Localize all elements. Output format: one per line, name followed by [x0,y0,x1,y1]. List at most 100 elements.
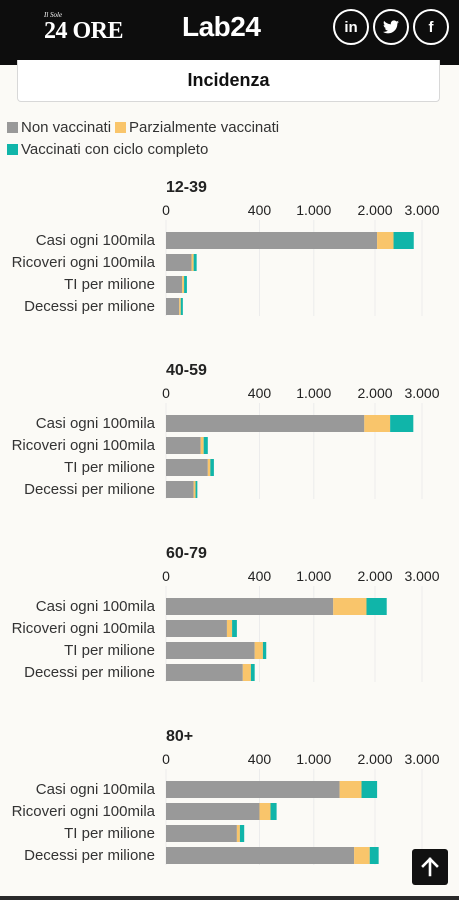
twitter-icon[interactable] [373,9,409,45]
linkedin-icon[interactable]: in [333,9,369,45]
bar-segment [262,642,267,659]
category-label: Ricoveri ogni 100mila [12,803,156,820]
bar-segment [366,598,387,615]
x-tick-label: 1.000 [296,568,331,584]
category-label: TI per milione [64,825,155,842]
category-label: Decessi per milione [24,481,155,498]
x-tick-label: 0 [162,385,170,401]
lab24-logo[interactable]: Lab24 [182,11,261,42]
legend-label: Non vaccinati [21,119,112,136]
x-tick-label: 2.000 [357,751,392,767]
bar-segment [393,232,414,249]
bar-segment [193,254,197,271]
bar-segment [361,781,378,798]
bar-segment [166,415,365,432]
bar-segment [191,254,194,271]
back-to-top-button[interactable] [412,849,448,885]
x-tick-label: 3.000 [404,751,439,767]
bar-segment [166,803,260,820]
bar-segment [182,276,185,293]
x-tick-label: 400 [248,568,272,584]
bar-segment [242,664,251,681]
bar-segment [179,298,181,315]
page-title: Incidenza [17,60,440,102]
linkedin-glyph: in [344,18,358,36]
bar-segment [166,437,201,454]
bar-segment [339,781,362,798]
bar-segment [210,459,214,476]
bar-segment [369,847,379,864]
category-label: TI per milione [64,642,155,659]
bar-segment [166,459,208,476]
logo-sole-big: 24 ORE [44,18,124,44]
bar-segment [166,598,334,615]
category-label: Ricoveri ogni 100mila [12,620,156,637]
bar-segment [203,437,208,454]
sole24ore-logo[interactable]: Il Sole 24 ORE [44,11,124,44]
category-label: Ricoveri ogni 100mila [12,254,156,271]
bar-segment [166,620,227,637]
category-label: Decessi per milione [24,298,155,315]
category-label: Casi ogni 100mila [36,415,156,432]
bar-segment [226,620,233,637]
bar-segment [193,481,196,498]
x-tick-label: 2.000 [357,385,392,401]
chart-title: 60-79 [166,545,207,562]
facebook-glyph: f [428,18,434,36]
category-label: Decessi per milione [24,847,155,864]
legend-item-non-vaccinati: Non vaccinati [7,117,111,138]
bar-segment [166,825,237,842]
x-tick-label: 0 [162,751,170,767]
chart-legend: Non vaccinati Parzialmente vaccinati Vac… [7,117,452,161]
bar-segment [254,642,263,659]
bar-segment [180,298,183,315]
bar-segment [270,803,277,820]
category-label: Casi ogni 100mila [36,781,156,798]
legend-item-parziali: Parzialmente vaccinati [115,117,279,138]
bar-segment [166,232,378,249]
bar-segment [184,276,187,293]
bar-segment [200,437,204,454]
x-tick-label: 0 [162,202,170,218]
bar-segment [354,847,370,864]
legend-swatch-non-vaccinati [7,122,18,133]
bar-segment [390,415,414,432]
category-label: Casi ogni 100mila [36,598,156,615]
bar-segment [333,598,367,615]
bar-segment [195,481,198,498]
bar-segment [236,825,240,842]
bar-segment [259,803,271,820]
x-tick-label: 1.000 [296,202,331,218]
legend-swatch-parziali [115,122,127,133]
bar-segment [207,459,211,476]
logo-sole-small: Il Sole [44,11,63,19]
legend-label: Parzialmente vaccinati [129,119,280,136]
x-tick-label: 1.000 [296,751,331,767]
bar-segment [250,664,255,681]
bar-segment [166,847,355,864]
bar-segment [166,642,255,659]
chart-title: 80+ [166,728,193,745]
x-tick-label: 0 [162,568,170,584]
x-tick-label: 2.000 [357,202,392,218]
chart-title: 12-39 [166,179,207,196]
top-bar: Il Sole 24 ORE Lab24 in f [0,0,459,65]
category-label: TI per milione [64,459,155,476]
x-tick-label: 400 [248,202,272,218]
facebook-icon[interactable]: f [413,9,449,45]
legend-swatch-completi [7,144,18,155]
x-tick-label: 3.000 [404,385,439,401]
category-label: TI per milione [64,276,155,293]
x-tick-label: 1.000 [296,385,331,401]
x-tick-label: 400 [248,751,272,767]
legend-label: Vaccinati con ciclo completo [21,141,209,158]
bar-segment [166,254,192,271]
bar-segment [377,232,394,249]
category-label: Decessi per milione [24,664,155,681]
chart-title: 40-59 [166,362,207,379]
x-tick-label: 3.000 [404,202,439,218]
category-label: Casi ogni 100mila [36,232,156,249]
x-tick-label: 3.000 [404,568,439,584]
bar-segment [239,825,245,842]
